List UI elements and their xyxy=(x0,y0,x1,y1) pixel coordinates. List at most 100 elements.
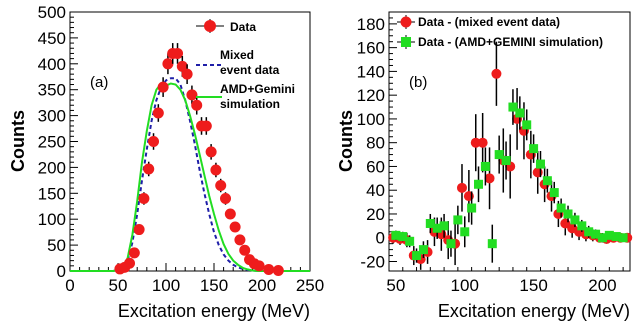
legend-label-amd-2: simulation xyxy=(220,97,280,111)
data-point-circle xyxy=(138,192,150,204)
data-point-square xyxy=(570,215,580,225)
data-point-circle xyxy=(220,192,232,204)
data-point-circle xyxy=(263,263,275,275)
data-point-square xyxy=(418,245,428,255)
data-point-square xyxy=(584,227,594,237)
series-group-a xyxy=(70,43,310,276)
legend-label-data: Data xyxy=(230,20,256,34)
y-tick-label: -20 xyxy=(360,252,385,271)
data-point-circle xyxy=(215,180,227,192)
data-point-circle xyxy=(224,208,236,220)
data-point-circle xyxy=(186,89,198,101)
y-tick-label: 140 xyxy=(357,62,385,81)
data-point-square xyxy=(535,159,545,169)
data-point-circle xyxy=(470,137,481,148)
data-point-circle xyxy=(456,182,467,193)
y-tick-label: 150 xyxy=(38,184,66,203)
data-point-circle xyxy=(484,173,495,184)
data-point-square xyxy=(597,233,607,243)
plot-frame-b xyxy=(388,11,631,272)
y-tick-label: 300 xyxy=(38,107,66,126)
data-point-square xyxy=(453,215,463,225)
data-point-square xyxy=(563,209,573,219)
data-point-square xyxy=(460,227,470,237)
data-point-square xyxy=(515,108,525,118)
data-point-square xyxy=(618,233,628,243)
y-tick-label: 0 xyxy=(376,229,385,248)
data-point-circle xyxy=(253,260,265,272)
data-point-square xyxy=(439,221,449,231)
legend-label-amd-sub: Data - (AMD+GEMINI simulation) xyxy=(418,35,603,49)
data-point-square xyxy=(474,179,484,189)
y-tick-label: 200 xyxy=(38,158,66,177)
legend-item-amd: AMD+Gemini simulation xyxy=(196,82,295,111)
y-tick-label: 500 xyxy=(38,3,66,22)
data-point-circle xyxy=(152,107,164,119)
data-point-circle xyxy=(205,146,217,158)
data-point-circle xyxy=(210,164,222,176)
y-tick-label: 120 xyxy=(357,86,385,105)
data-point-square xyxy=(446,239,456,249)
data-point-square xyxy=(425,218,435,228)
legend-item-mixed-sub: Data - (mixed event data) xyxy=(397,15,560,29)
x-axis-title-a: Excitation energy (MeV) xyxy=(118,301,310,321)
data-point-square xyxy=(487,239,497,249)
data-point-circle xyxy=(157,81,169,93)
legend-label-mixed-2: event data xyxy=(220,63,280,77)
data-point-square xyxy=(508,102,518,112)
data-point-square xyxy=(542,176,552,186)
data-point-circle xyxy=(229,221,241,233)
y-tick-label: 80 xyxy=(366,134,385,153)
x-tick-label: 200 xyxy=(248,276,276,295)
data-point-square xyxy=(577,221,587,231)
legend-a: Data Mixed event data AMD+Gemini simulat… xyxy=(196,19,295,111)
x-tick-label: 200 xyxy=(588,276,616,295)
data-point-circle xyxy=(148,136,160,147)
amd-gemini-curve xyxy=(70,82,310,272)
y-tick-label: 40 xyxy=(366,181,385,200)
legend-label-mixed-1: Mixed xyxy=(220,48,254,62)
data-point-square xyxy=(405,236,415,246)
data-point-circle xyxy=(124,257,136,269)
x-tick-label: 100 xyxy=(152,276,180,295)
data-point-circle xyxy=(477,137,488,148)
panel-a: 0 50 100 150 200 250 0 50 100 150 200 250 300 350 400 4… xyxy=(8,3,324,321)
data-point-square xyxy=(480,161,490,171)
mixed-event-curve xyxy=(70,77,310,272)
data-point-square xyxy=(412,251,422,261)
x-tick-label: 0 xyxy=(65,276,74,295)
data-point-square xyxy=(398,232,408,242)
data-point-circle xyxy=(162,58,174,70)
y-tick-label: 450 xyxy=(38,29,66,48)
x-tick-label: 100 xyxy=(451,276,479,295)
axis-ticks-a: 0 50 100 150 200 250 0 50 100 150 200 250 300 350 400 4… xyxy=(38,3,325,295)
data-point-square xyxy=(591,229,601,239)
x-axis-title-b: Excitation energy (MeV) xyxy=(438,301,630,321)
data-point-square xyxy=(501,156,511,166)
data-point-square xyxy=(522,120,532,130)
y-tick-label: 180 xyxy=(357,15,385,34)
data-point-circle xyxy=(239,244,251,256)
y-tick-label: 400 xyxy=(38,55,66,74)
data-point-square xyxy=(549,188,559,198)
y-tick-label: 160 xyxy=(357,39,385,58)
data-point-circle xyxy=(143,163,155,175)
legend-item-amd-sub: Data - (AMD+GEMINI simulation) xyxy=(397,35,603,49)
y-tick-label: 50 xyxy=(47,236,66,255)
data-point-square xyxy=(391,230,401,240)
x-tick-label: 150 xyxy=(519,276,547,295)
y-tick-label: 0 xyxy=(57,262,66,281)
data-point-circle xyxy=(491,68,502,79)
panel-label-a: (a) xyxy=(90,74,108,91)
data-point-circle xyxy=(172,47,184,59)
data-point-circle xyxy=(128,247,140,259)
y-axis-title-a: Counts xyxy=(8,110,28,172)
panel-b: 50 100 150 200 -20 0 20 40 60 80 100 120 140 160 180 (… xyxy=(336,11,633,321)
data-point-square xyxy=(556,203,566,213)
data-point-circle xyxy=(272,264,284,276)
data-point-square xyxy=(611,232,621,242)
data-point-circle xyxy=(191,99,203,111)
series-group-b xyxy=(388,41,633,270)
data-point-circle xyxy=(181,68,193,80)
